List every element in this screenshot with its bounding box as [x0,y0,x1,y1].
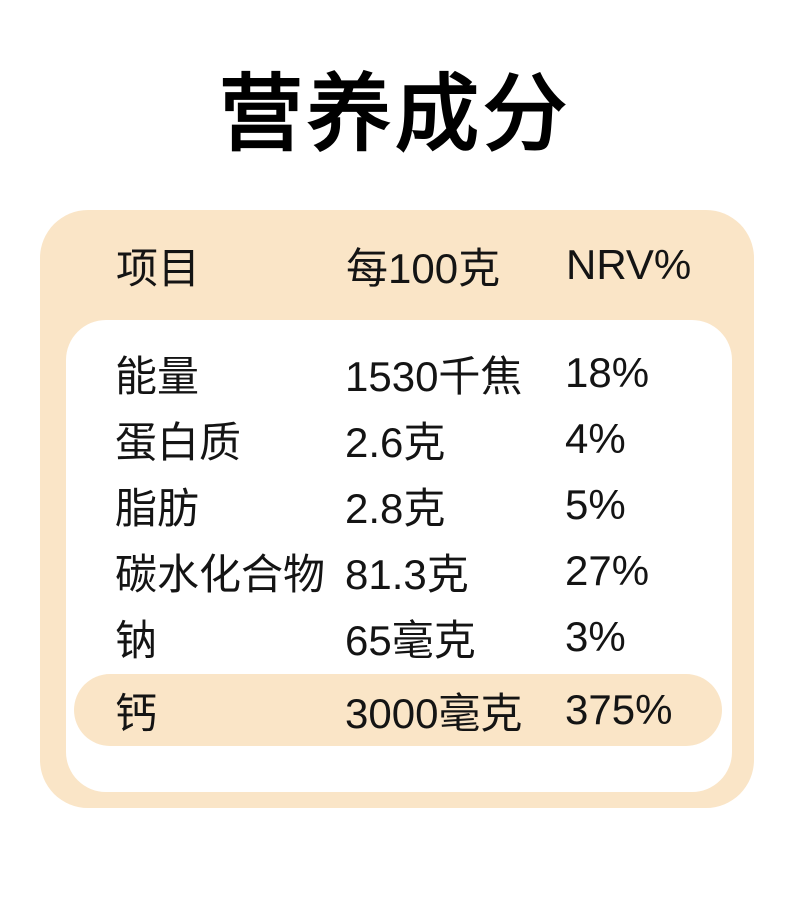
row-nutrient-name: 钙 [115,689,158,737]
row-amount: 65毫克 [345,616,476,664]
row-nutrient-name: 碳水化合物 [115,550,326,598]
table-row: 蛋白质 2.6克 4% [66,406,732,472]
column-header-per100g: 每100克 [346,244,501,292]
row-nutrient-name: 钠 [115,616,158,664]
row-nutrient-name: 脂肪 [115,484,200,532]
table-row: 脂肪 2.8克 5% [66,472,732,538]
table-row: 钙 3000毫克 375% [74,674,722,746]
table-body: 能量 1530千焦 18% 蛋白质 2.6克 4% 脂肪 2.8克 5% 碳水化… [66,320,732,792]
table-row: 能量 1530千焦 18% [66,340,732,406]
row-nutrient-name: 能量 [115,352,200,400]
row-amount: 81.3克 [345,550,469,598]
table-header-row: 项目 每100克 NRV% [40,210,754,320]
row-nrv-percent: 27% [565,547,650,594]
row-nrv-percent: 375% [565,686,673,733]
row-amount: 2.8克 [345,484,446,532]
row-amount: 1530千焦 [345,352,523,400]
column-header-nrv: NRV% [566,241,692,288]
row-amount: 2.6克 [345,418,446,466]
page-title: 营养成分 [218,67,571,161]
nutrition-card: 项目 每100克 NRV% 能量 1530千焦 18% 蛋白质 2.6克 4% … [40,210,754,808]
row-nutrient-name: 蛋白质 [115,418,242,466]
row-nrv-percent: 4% [565,415,626,462]
row-nrv-percent: 5% [565,481,626,528]
row-nrv-percent: 3% [565,613,626,660]
row-amount: 3000毫克 [345,689,523,737]
table-row: 钠 65毫克 3% [66,604,732,670]
column-header-item: 项目 [116,244,201,292]
table-row: 碳水化合物 81.3克 27% [66,538,732,604]
row-nrv-percent: 18% [565,349,650,396]
